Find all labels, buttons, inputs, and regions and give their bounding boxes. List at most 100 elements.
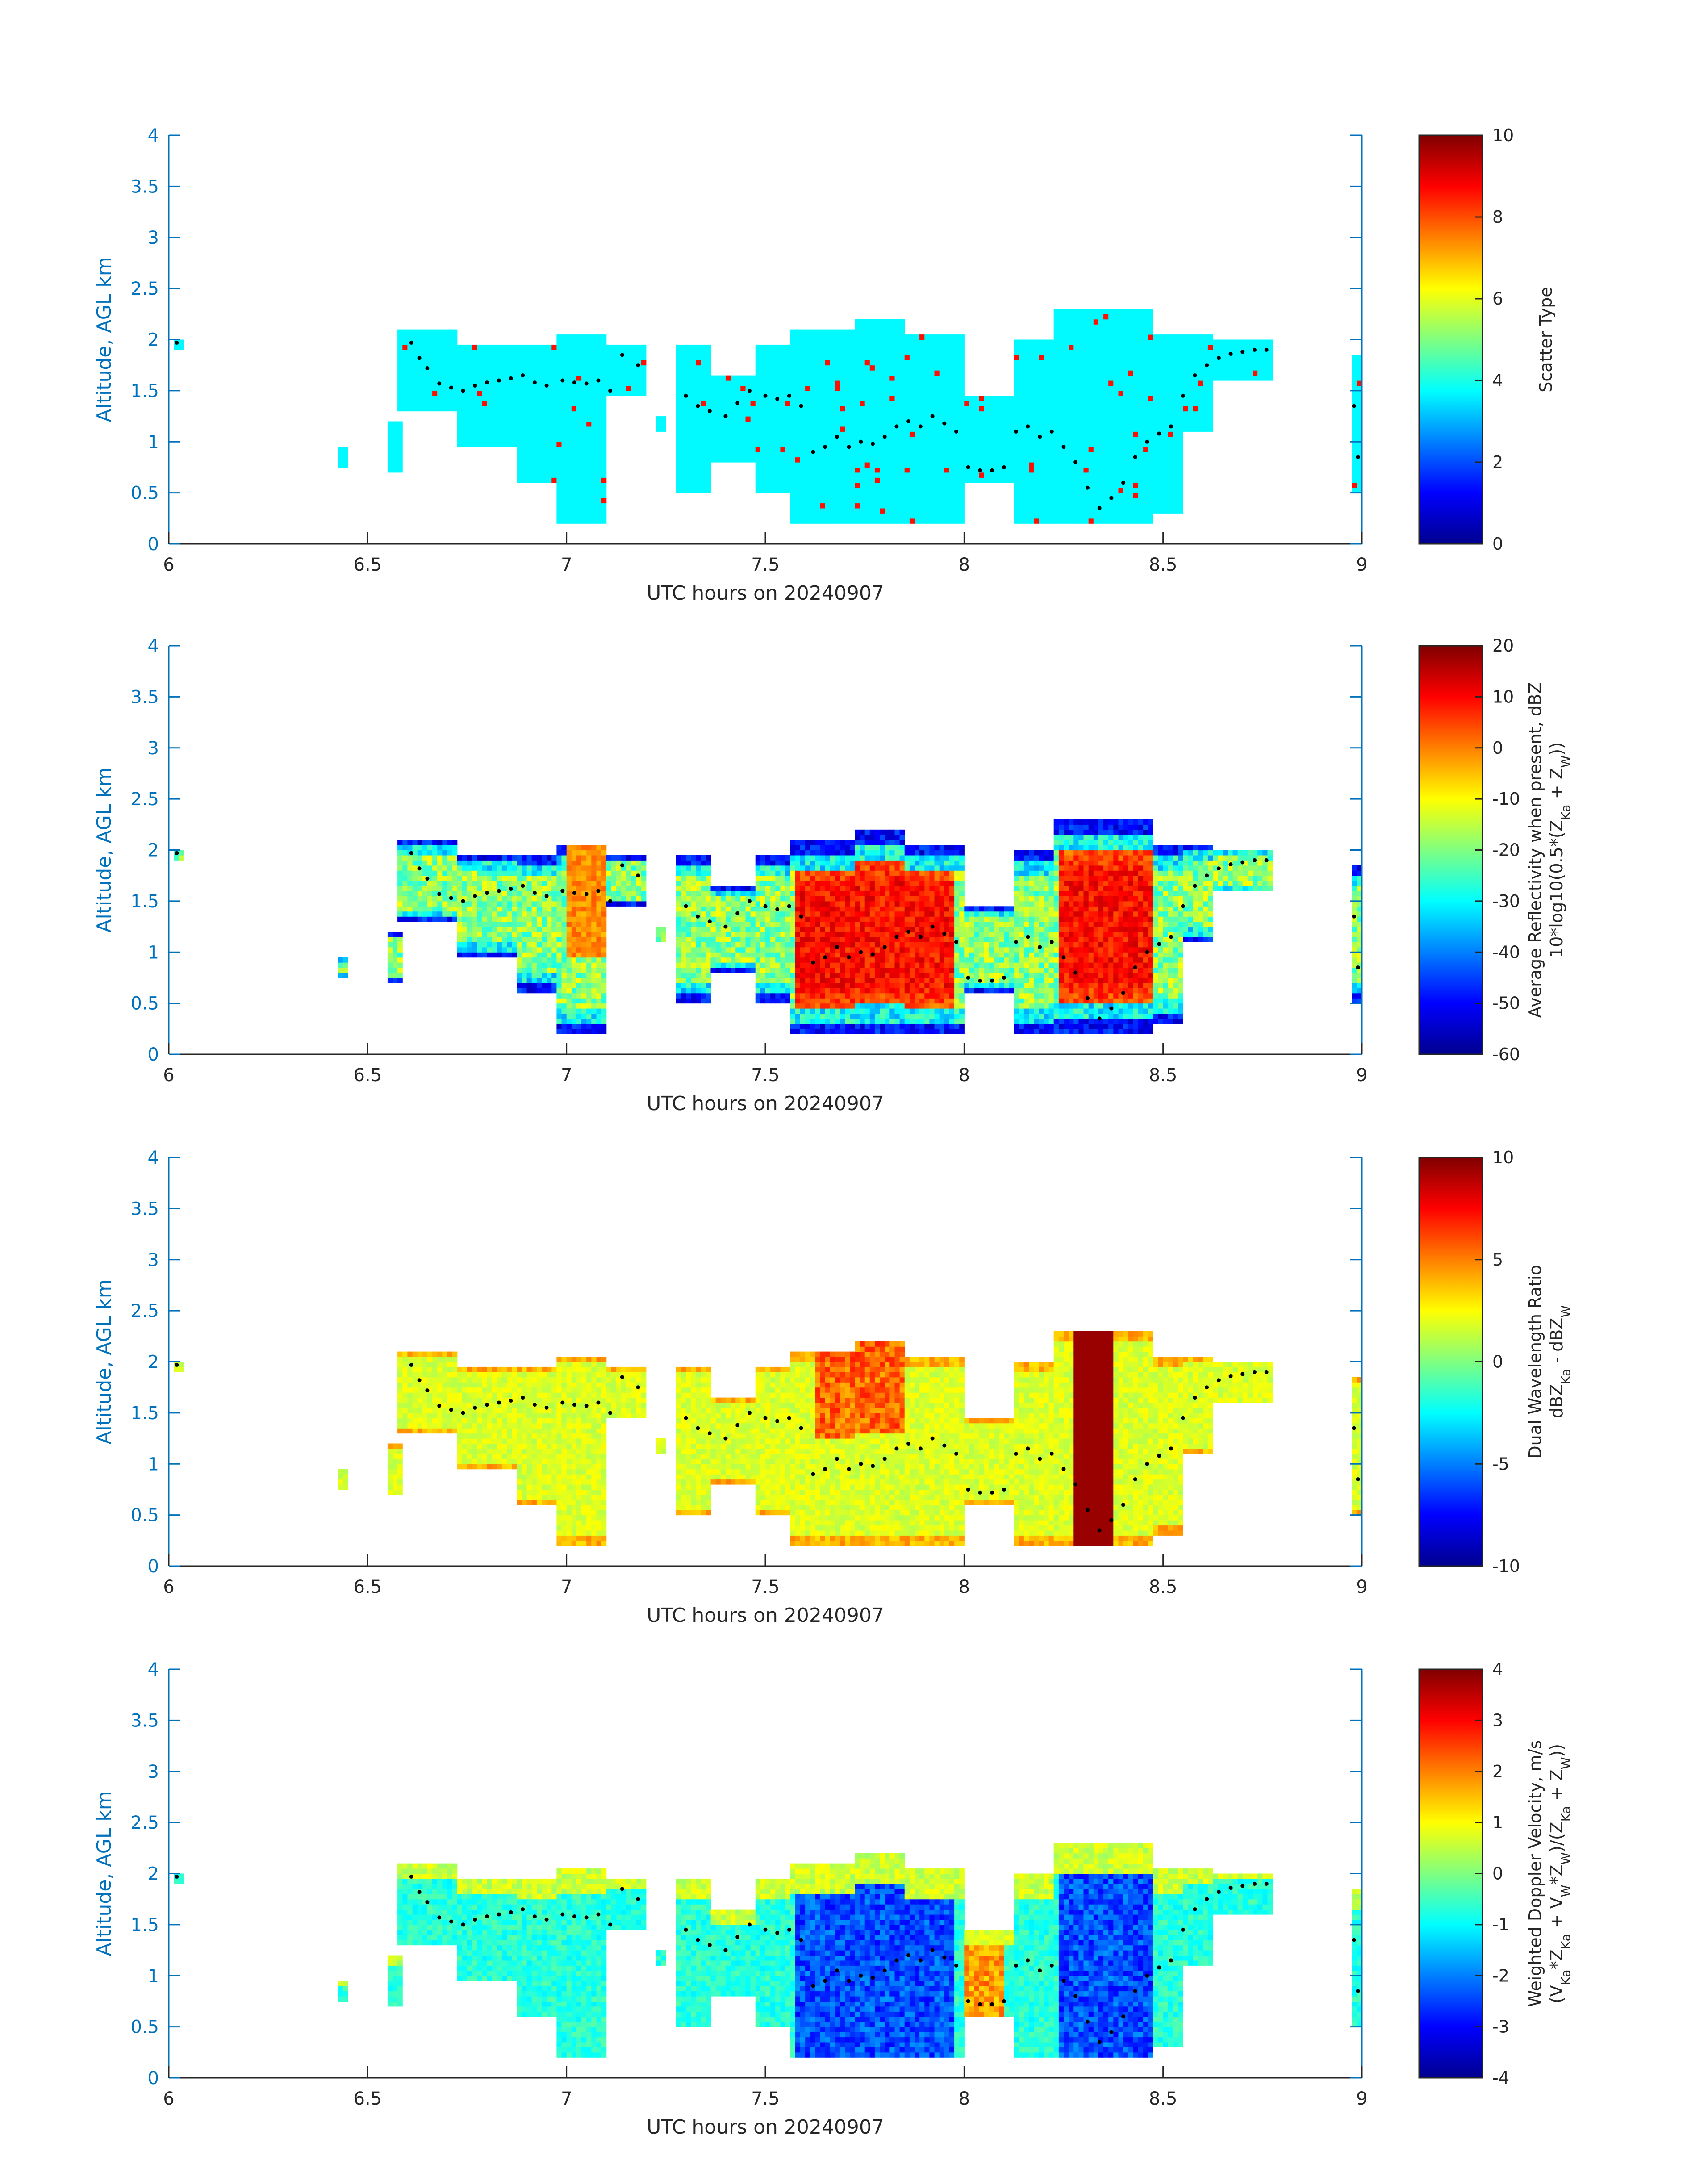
heatmap-cell xyxy=(979,462,985,468)
heatmap-cell xyxy=(522,350,527,355)
heatmap-cell xyxy=(691,380,696,386)
heatmap-cell xyxy=(989,462,994,468)
heatmap-cell xyxy=(1094,391,1099,396)
heatmap-cell xyxy=(820,431,826,437)
heatmap-cell xyxy=(1108,422,1114,427)
heatmap-cell xyxy=(696,488,701,493)
heatmap-cell xyxy=(572,498,577,503)
heatmap-cell xyxy=(572,422,577,427)
heatmap-cell xyxy=(770,391,776,396)
heatmap-cell xyxy=(527,396,532,401)
heatmap-cell xyxy=(1034,340,1039,345)
heatmap-cell xyxy=(790,360,796,365)
cloud-base-dot xyxy=(497,379,501,383)
heatmap-cell xyxy=(746,457,751,463)
heatmap-cell xyxy=(1024,406,1029,411)
heatmap-cell xyxy=(1163,391,1169,396)
heatmap-cell xyxy=(865,396,870,401)
heatmap-cell xyxy=(1034,411,1039,417)
heatmap-cell xyxy=(1153,426,1158,432)
heatmap-cell xyxy=(1073,508,1079,514)
heatmap-cell xyxy=(919,447,925,452)
heatmap-cell xyxy=(924,447,930,452)
cloud-base-dot xyxy=(823,445,827,449)
heatmap-cell xyxy=(1168,442,1173,447)
heatmap-cell xyxy=(1138,314,1144,319)
heatmap-cell xyxy=(726,376,731,381)
heatmap-cell xyxy=(999,442,1004,447)
heatmap-cell xyxy=(790,401,796,406)
heatmap-cell xyxy=(1168,467,1173,472)
heatmap-cell xyxy=(825,467,831,472)
heatmap-cell xyxy=(949,457,955,463)
heatmap-cell xyxy=(1089,498,1094,503)
heatmap-cell xyxy=(1094,314,1099,319)
heatmap-cell xyxy=(770,416,776,422)
heatmap-cell xyxy=(442,334,447,340)
heatmap-cell xyxy=(497,345,502,350)
heatmap-cell xyxy=(601,391,607,396)
heatmap-cell xyxy=(547,477,552,483)
heatmap-cell xyxy=(467,385,472,391)
heatmap-cell xyxy=(567,380,572,386)
heatmap-cell xyxy=(1044,457,1049,463)
heatmap-cell xyxy=(1352,431,1357,437)
heatmap-cell xyxy=(795,370,801,376)
heatmap-cell xyxy=(641,350,647,355)
heatmap-cell xyxy=(611,365,617,371)
cloud-base-dot xyxy=(735,401,739,405)
heatmap-cell xyxy=(1133,406,1139,411)
y-tick-label: 0 xyxy=(148,534,159,555)
heatmap-cell xyxy=(1123,493,1129,498)
heatmap-cell xyxy=(1158,467,1164,472)
heatmap-cell xyxy=(1108,350,1114,355)
heatmap-cell xyxy=(944,360,950,365)
heatmap-cell xyxy=(706,462,711,468)
heatmap-cell xyxy=(1148,350,1153,355)
heatmap-cell xyxy=(959,376,965,381)
heatmap-cell xyxy=(517,462,522,468)
heatmap-cell xyxy=(999,437,1004,442)
heatmap-cell xyxy=(686,426,691,432)
heatmap-cell xyxy=(721,376,726,381)
heatmap-cell xyxy=(551,380,557,386)
heatmap-cell xyxy=(795,472,801,478)
heatmap-cell xyxy=(497,360,502,365)
heatmap-cell xyxy=(696,452,701,457)
heatmap-cell xyxy=(1123,391,1129,396)
heatmap-cell xyxy=(800,396,806,401)
heatmap-cell xyxy=(825,391,831,396)
heatmap-cell xyxy=(1119,345,1124,350)
heatmap-cell xyxy=(855,376,860,381)
heatmap-cell xyxy=(790,447,796,452)
heatmap-cell xyxy=(855,493,860,498)
heatmap-cell xyxy=(512,416,517,422)
heatmap-cell xyxy=(830,416,835,422)
heatmap-cell xyxy=(626,385,631,391)
heatmap-cell xyxy=(795,396,801,401)
heatmap-cell xyxy=(924,518,930,524)
heatmap-cell xyxy=(1138,334,1144,340)
heatmap-cell xyxy=(800,508,806,514)
heatmap-cell xyxy=(507,365,512,371)
heatmap-cell xyxy=(1078,518,1084,524)
heatmap-cell xyxy=(865,483,870,488)
heatmap-cell xyxy=(775,462,781,468)
heatmap-cell xyxy=(865,422,870,427)
heatmap-cell xyxy=(900,452,905,457)
heatmap-cell xyxy=(815,411,820,417)
heatmap-cell xyxy=(880,324,885,330)
heatmap-cell xyxy=(880,503,885,509)
heatmap-cell xyxy=(676,488,681,493)
heatmap-cell xyxy=(1352,411,1357,417)
heatmap-cell xyxy=(1103,340,1109,345)
heatmap-cell xyxy=(969,401,975,406)
heatmap-cell xyxy=(1183,401,1188,406)
cloud-base-dot xyxy=(509,376,513,380)
heatmap-cell xyxy=(830,350,835,355)
heatmap-cell xyxy=(681,355,686,360)
heatmap-cell xyxy=(1253,360,1258,365)
heatmap-cell xyxy=(397,355,403,360)
heatmap-cell xyxy=(919,334,925,340)
heatmap-cell xyxy=(795,442,801,447)
